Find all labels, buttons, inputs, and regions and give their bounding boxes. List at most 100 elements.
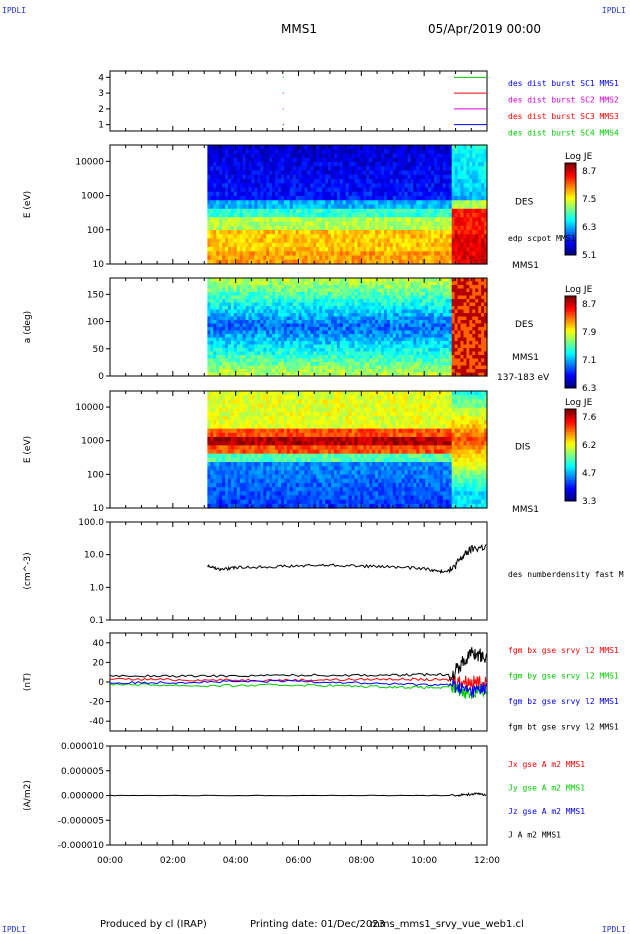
des_energy-cell: [407, 170, 412, 176]
des_pitch-cell: [286, 334, 291, 339]
des_energy-cell: [389, 217, 394, 223]
des_pitch-cell: [378, 362, 382, 367]
des_pitch-cell: [222, 351, 226, 356]
des_energy-cell: [457, 259, 462, 265]
des_pitch-cell: [307, 292, 311, 297]
des_pitch-cell: [251, 292, 256, 297]
des_pitch-cell: [272, 320, 276, 325]
des_pitch-cell: [283, 351, 288, 356]
des_energy-cell: [410, 255, 415, 261]
des_pitch-cell: [310, 355, 314, 360]
des_energy-cell: [378, 187, 382, 193]
des_pitch-cell: [254, 351, 259, 356]
des_pitch-cell: [219, 348, 223, 353]
des_energy-cell: [269, 191, 273, 197]
des_energy-cell: [295, 174, 300, 180]
des_pitch-cell: [216, 372, 220, 377]
des_energy-cell: [233, 153, 238, 159]
des_pitch-cell: [242, 355, 247, 360]
des_energy-cell: [413, 187, 417, 193]
des_pitch-cell: [210, 365, 214, 370]
des_pitch-cell: [410, 292, 415, 297]
des_pitch-cell: [336, 348, 341, 353]
des_energy-cell: [239, 170, 244, 176]
des_pitch-cell: [307, 327, 311, 332]
des_energy-cell: [242, 196, 247, 201]
des_pitch-cell: [225, 285, 229, 290]
des_pitch-cell: [345, 309, 350, 314]
des_energy-cell: [436, 179, 441, 184]
des_energy-cell: [245, 187, 250, 193]
des_energy-cell: [386, 183, 391, 189]
des_pitch-cell: [363, 306, 367, 311]
des_pitch-cell: [369, 302, 373, 307]
des_energy-cell: [372, 255, 376, 261]
des_energy-cell: [275, 183, 279, 189]
des_energy-cell: [333, 170, 338, 176]
des_energy-cell: [310, 208, 314, 214]
des_pitch-cell: [407, 330, 412, 335]
des_energy-cell: [322, 251, 326, 257]
des_pitch-cell: [360, 278, 364, 283]
des_energy-cell: [295, 259, 300, 265]
des_energy-cell: [325, 187, 329, 193]
des_energy-cell: [254, 162, 259, 167]
des_energy-cell: [263, 179, 267, 184]
des_pitch-cell: [266, 299, 270, 304]
des_pitch-cell: [354, 330, 359, 335]
des_pitch-cell: [404, 365, 409, 370]
des_energy-cell: [283, 221, 288, 227]
des_energy-cell: [272, 174, 276, 180]
des_energy-cell: [304, 157, 309, 163]
des_energy-cell: [304, 170, 309, 176]
des_pitch-cell: [286, 285, 291, 290]
des_pitch-cell: [236, 344, 241, 349]
des_pitch-cell: [348, 302, 353, 307]
des_energy-cell: [289, 179, 294, 184]
des_pitch-cell: [283, 372, 288, 377]
des_energy-cell: [301, 217, 306, 223]
des_energy-cell: [463, 183, 467, 189]
des_energy-cell: [328, 230, 332, 235]
des_energy-cell: [445, 162, 450, 167]
des_energy-cell: [278, 234, 282, 240]
des_pitch-cell: [286, 288, 291, 293]
des_pitch-cell: [304, 372, 309, 377]
des_pitch-cell: [219, 330, 223, 335]
des_pitch-cell: [310, 365, 314, 370]
des_pitch-cell: [236, 299, 241, 304]
des_pitch-cell: [219, 313, 223, 318]
des_energy-cell: [442, 251, 447, 257]
des_pitch-cell: [342, 306, 347, 311]
des_pitch-cell: [425, 313, 429, 318]
des_energy-cell: [213, 247, 217, 252]
des_pitch-cell: [304, 299, 309, 304]
des_energy-cell: [360, 255, 364, 261]
des_pitch-cell: [239, 306, 244, 311]
des_pitch-cell: [363, 285, 367, 290]
des_pitch-cell: [413, 285, 417, 290]
des_pitch-cell: [410, 372, 415, 377]
des_pitch-cell: [425, 285, 429, 290]
des_energy-cell: [413, 153, 417, 159]
des_pitch-cell: [336, 327, 341, 332]
des_pitch-cell: [372, 372, 376, 377]
des_energy-cell: [310, 247, 314, 252]
des_pitch-cell: [304, 278, 309, 283]
des_energy-cell: [219, 145, 223, 150]
des_energy-cell: [236, 238, 241, 244]
des_energy-cell: [257, 255, 261, 261]
des_pitch-cell: [419, 348, 423, 353]
des_energy-cell: [310, 149, 314, 155]
des_energy-cell: [260, 145, 264, 150]
des_energy-cell: [439, 183, 444, 189]
des_pitch-cell: [230, 358, 235, 363]
des_pitch-cell: [428, 316, 432, 321]
des_pitch-cell: [336, 313, 341, 318]
des_pitch-cell: [225, 320, 229, 325]
des_energy-cell: [292, 251, 297, 257]
des_pitch-cell: [407, 281, 412, 286]
des_pitch-cell: [316, 337, 320, 342]
des_energy-cell: [360, 225, 364, 231]
des_pitch-cell: [269, 281, 273, 286]
